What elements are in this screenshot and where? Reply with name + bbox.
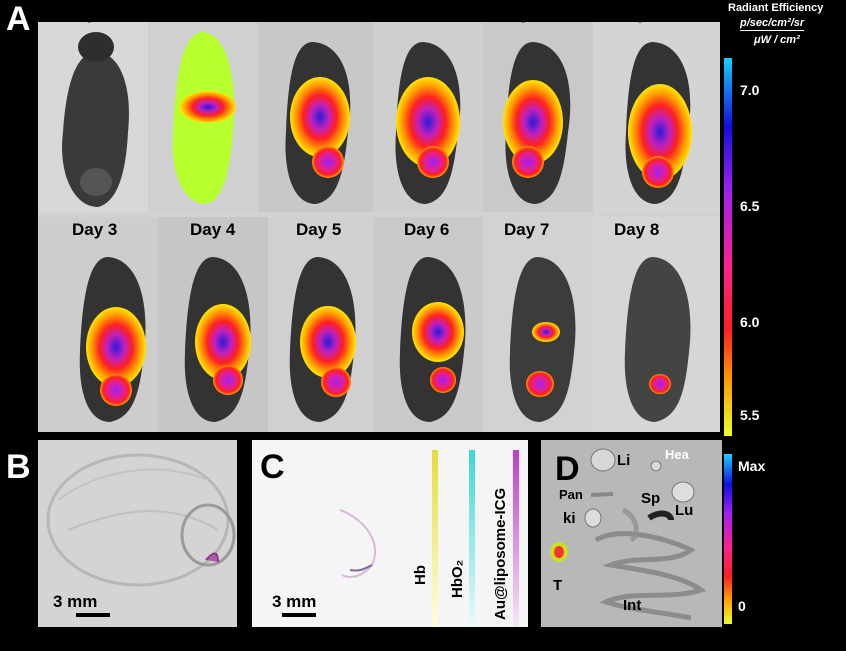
mouse-day7	[509, 257, 576, 422]
panel-label-b: B	[6, 448, 31, 486]
colorbar-unit-denominator: μW / cm²	[754, 34, 800, 46]
icg-colorbar	[513, 450, 519, 627]
colorbar-tick-7: 7.0	[740, 82, 760, 98]
colorbar-unit-numerator: p/sec/cm²/sr	[740, 17, 805, 31]
label-day2: Day 2	[616, 4, 662, 23]
organ-label-sp: Sp	[641, 490, 661, 507]
mouse-day3	[79, 257, 146, 422]
hbo2-label: HbO₂	[449, 559, 466, 598]
organ-label-t: T	[553, 577, 563, 594]
hbo2-colorbar	[469, 450, 475, 627]
colorbar2-min: 0	[738, 598, 746, 614]
colorbar2-max: Max	[738, 458, 766, 474]
label-day4: Day 4	[190, 220, 236, 239]
mouse-30min	[172, 32, 236, 204]
panel-b-image: 3 mm	[38, 440, 237, 627]
mouse-imaging-grid	[38, 22, 720, 432]
scale-bar-b	[76, 613, 110, 617]
mouse-day4	[184, 257, 251, 422]
label-day1: Day 1	[499, 4, 545, 23]
label-day3: Day 3	[72, 220, 118, 239]
colorbar-tick-6: 6.0	[740, 314, 760, 330]
label-pre-injection: Pre-injection	[40, 4, 143, 23]
label-6h: 6 h	[288, 4, 313, 23]
colorbar-tick-6-5: 6.5	[740, 198, 760, 214]
panel-label-a: A	[6, 0, 31, 38]
mouse-12h	[395, 42, 461, 204]
colorbar-title: Radiant Efficiency	[728, 2, 824, 14]
hb-colorbar	[432, 450, 438, 627]
organ-label-li: Li	[617, 452, 631, 469]
organ-label-hea: Hea	[665, 447, 689, 462]
colorbar-radiant-efficiency: Radiant Efficiency p/sec/cm²/sr μW / cm²…	[720, 0, 846, 440]
scale-bar-label-b: 3 mm	[53, 592, 98, 611]
organ-label-ki: ki	[563, 510, 576, 527]
scale-bar-c	[282, 613, 316, 617]
panel-c-image: C Hb HbO₂ Au@liposome-ICG 3 mm	[252, 440, 528, 627]
panel-label-d: D	[555, 450, 580, 488]
au-liposome-icg-label: Au@liposome-ICG	[492, 487, 509, 620]
mouse-day6	[399, 257, 466, 422]
label-30min: 30 min	[180, 4, 234, 23]
organ-label-int: Int	[623, 597, 642, 614]
label-day6: Day 6	[404, 220, 450, 239]
label-day5: Day 5	[296, 220, 342, 239]
label-day8: Day 8	[614, 220, 660, 239]
panel-label-c: C	[260, 448, 285, 486]
colorbar-relative: Max 0	[720, 448, 846, 628]
colorbar-gradient	[724, 58, 732, 436]
organ-label-lu: Lu	[675, 502, 694, 519]
mouse-day5	[289, 257, 356, 422]
label-day7: Day 7	[504, 220, 550, 239]
mouse-pre-injection	[62, 32, 129, 208]
hb-label: Hb	[412, 565, 429, 585]
colorbar-tick-5-5: 5.5	[740, 407, 760, 423]
scale-bar-label-c: 3 mm	[272, 592, 317, 611]
panel-a-image: Pre-injection 30 min 6 h 12 h Day 1 Day …	[38, 4, 720, 432]
mouse-day1	[503, 42, 571, 204]
organ-label-pan: Pan	[559, 487, 583, 502]
label-12h: 12 h	[395, 4, 430, 23]
panel-d-image: D Li Hea Pan Sp ki Lu T Int	[541, 440, 722, 627]
mouse-day2	[625, 42, 692, 204]
mouse-day8	[624, 257, 691, 422]
colorbar2-gradient	[724, 454, 732, 624]
mouse-6h	[285, 42, 351, 204]
